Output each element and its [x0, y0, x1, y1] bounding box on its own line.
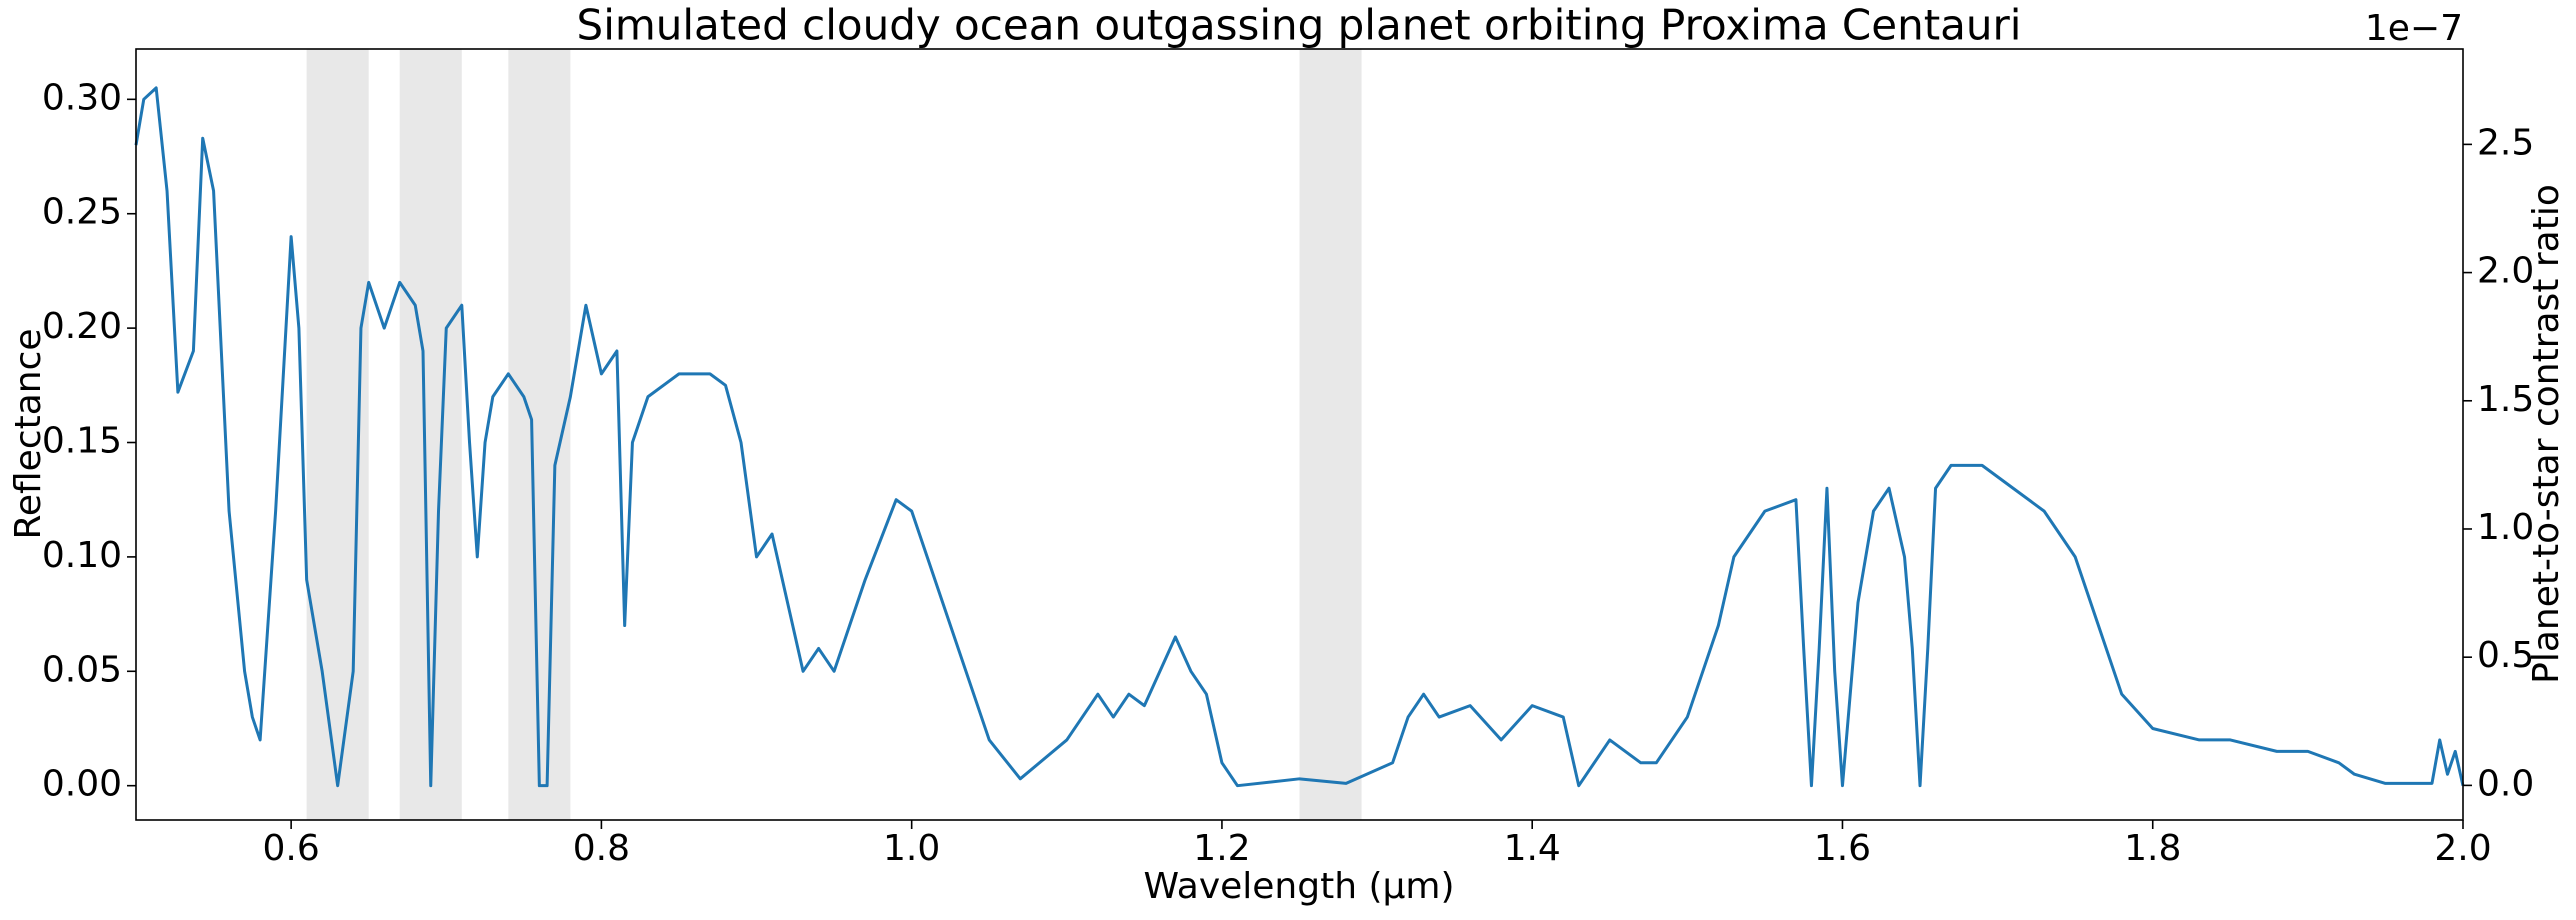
y-axis-label: Reflectance: [8, 328, 49, 539]
line-series: [134, 86, 2465, 788]
y2-tick-label: 2.5: [2477, 122, 2534, 163]
x-tick-label: 2.0: [2434, 828, 2491, 869]
x-tick-label: 1.0: [883, 828, 940, 869]
y-tick-label: 0.10: [42, 535, 122, 576]
x-tick-label: 1.6: [1814, 828, 1871, 869]
y-tick-label: 0.05: [42, 649, 122, 690]
y-tick-label: 0.30: [42, 77, 122, 118]
x-tick-label: 1.8: [2124, 828, 2181, 869]
shaded-region: [399, 49, 462, 820]
y-tick-label: 0.00: [42, 764, 122, 805]
y-tick-label: 0.25: [42, 192, 122, 233]
y-tick-label: 0.15: [42, 421, 122, 462]
y2-tick-label: 0.0: [2477, 763, 2534, 804]
y2-tick-label: 1.0: [2477, 507, 2534, 548]
x-axis-label: Wavelength (μm): [1143, 866, 1454, 907]
y2-offset-label: 1e−7: [2365, 8, 2463, 49]
x-tick-label: 1.2: [1193, 828, 1250, 869]
x-tick-label: 0.8: [573, 828, 630, 869]
shaded-region: [508, 49, 571, 820]
y2-tick-label: 2.0: [2477, 251, 2534, 292]
x-tick-label: 0.6: [263, 828, 320, 869]
y2-tick-label: 0.5: [2477, 635, 2534, 676]
shaded-region: [1299, 49, 1362, 820]
y2-tick-label: 1.5: [2477, 379, 2534, 420]
x-tick-label: 1.4: [1504, 828, 1561, 869]
chart-title: Simulated cloudy ocean outgassing planet…: [577, 1, 2022, 50]
plot-frame: [135, 48, 2464, 821]
y2-axis-label: Planet-to-star contrast ratio: [2526, 184, 2567, 684]
y-tick-label: 0.20: [42, 306, 122, 347]
